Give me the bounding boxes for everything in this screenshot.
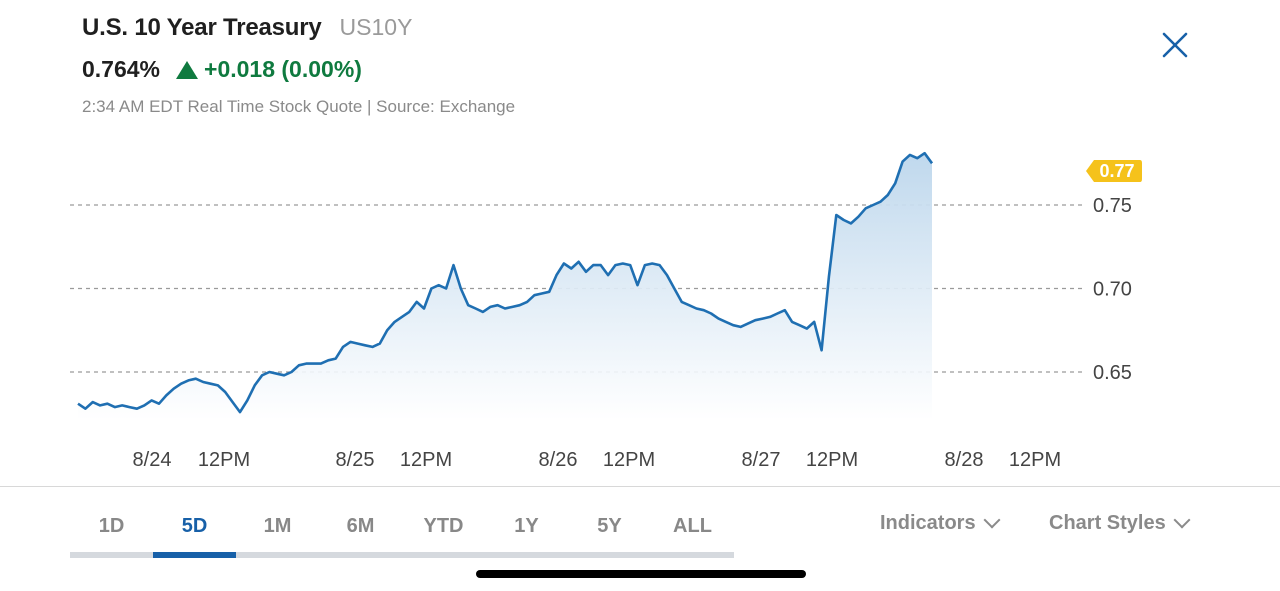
- price-chart[interactable]: 0.65 0.70 0.75 8/24 12PM 8/25 12PM 8/26 12PM 8/2…: [0, 0, 1280, 480]
- y-tick-label: 0.65: [1093, 362, 1132, 384]
- last-value-badge: 0.77: [1086, 160, 1142, 182]
- x-tick-label: 8/26: [539, 449, 578, 471]
- chart-styles-button[interactable]: Chart Styles: [1049, 508, 1191, 538]
- range-active-indicator: [153, 552, 236, 558]
- x-tick-label: 12PM: [400, 449, 452, 471]
- range-tab-1m[interactable]: 1M: [263, 515, 292, 537]
- x-tick-label: 12PM: [806, 449, 858, 471]
- indicators-label: Indicators: [880, 512, 976, 534]
- range-tab-1y[interactable]: 1Y: [514, 515, 539, 537]
- range-tab-all[interactable]: ALL: [673, 515, 712, 537]
- ticker-symbol: US10Y: [339, 14, 413, 40]
- x-tick-label: 8/27: [742, 449, 781, 471]
- range-tab-1d[interactable]: 1D: [98, 515, 125, 537]
- range-track: [70, 552, 734, 558]
- x-tick-label: 8/24: [133, 449, 172, 471]
- range-selector: 1D 5D 1M 6M YTD 1Y 5Y ALL: [70, 508, 734, 560]
- range-tab-5d[interactable]: 5D: [181, 515, 208, 537]
- page-title: U.S. 10 Year Treasury: [82, 14, 322, 41]
- x-tick-label: 8/25: [336, 449, 375, 471]
- indicators-button[interactable]: Indicators: [880, 508, 1001, 538]
- x-tick-label: 8/28: [945, 449, 984, 471]
- last-price: 0.764%: [82, 56, 161, 82]
- up-triangle-icon: [176, 60, 199, 79]
- chart-styles-label: Chart Styles: [1049, 512, 1166, 534]
- range-tab-ytd[interactable]: YTD: [423, 515, 464, 537]
- price-line: [77, 151, 934, 414]
- close-icon: [1162, 32, 1188, 58]
- quote-meta: 2:34 AM EDT Real Time Stock Quote | Sour…: [82, 97, 516, 116]
- chevron-down-icon: [1173, 511, 1191, 529]
- last-value-label: 0.77: [1099, 161, 1134, 181]
- y-tick-label: 0.75: [1093, 195, 1132, 217]
- divider: [0, 486, 1280, 487]
- price-area: [78, 153, 932, 420]
- quote-header: U.S. 10 Year Treasury US10Y 0.764% +0.01…: [82, 14, 515, 117]
- range-tab-5y[interactable]: 5Y: [597, 515, 622, 537]
- close-button[interactable]: [1160, 30, 1190, 60]
- x-tick-label: 12PM: [198, 449, 250, 471]
- x-axis: 8/24 12PM 8/25 12PM 8/26 12PM 8/27 12PM 8/28 12PM: [133, 449, 1062, 471]
- home-indicator: [476, 570, 806, 578]
- x-tick-label: 12PM: [603, 449, 655, 471]
- price-chart-svg: 0.650.700.75 8/24 12PM 8/25 12PM 8/26 12PM 8/2…: [70, 151, 1142, 471]
- chevron-down-icon: [983, 511, 1001, 529]
- x-tick-label: 12PM: [1009, 449, 1061, 471]
- price-change: +0.018 (0.00%): [204, 56, 362, 82]
- y-tick-label: 0.70: [1093, 279, 1132, 301]
- range-tab-6m[interactable]: 6M: [346, 515, 375, 537]
- y-axis: 0.65 0.70 0.75: [1093, 195, 1132, 384]
